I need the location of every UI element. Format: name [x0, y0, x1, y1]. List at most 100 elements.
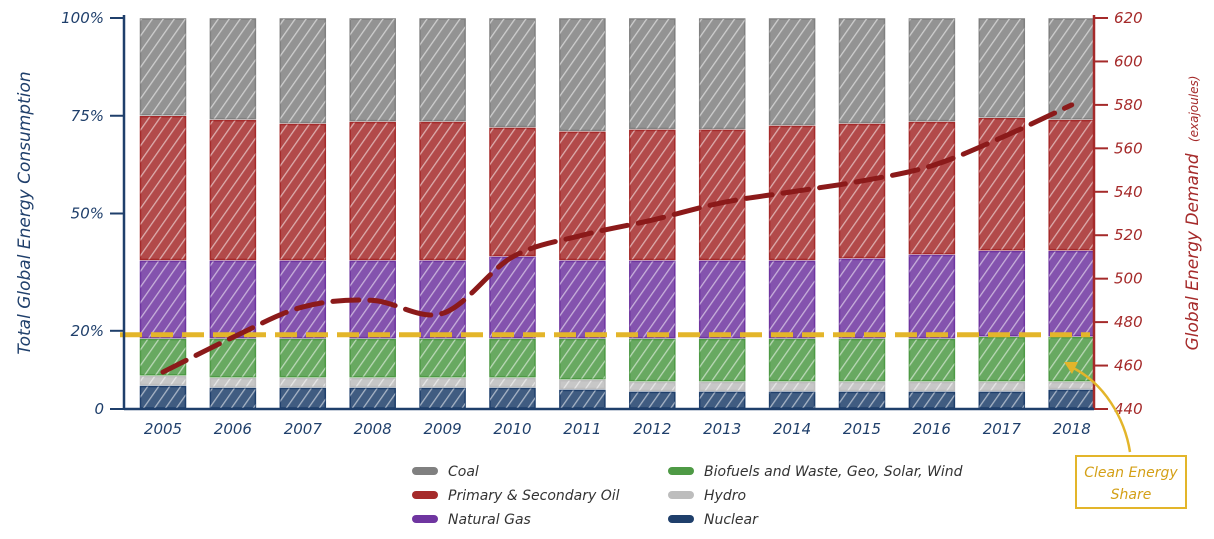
bar-stack-2011 — [559, 18, 606, 409]
bar-hatch-nuclear-2012 — [629, 392, 675, 408]
bar-hatch-coal-2017 — [979, 19, 1025, 117]
bar-hatch-natural-gas-2007 — [280, 261, 326, 338]
annotation-text-line1: Clean Energy — [1084, 465, 1178, 481]
annotation-arrow — [1068, 364, 1132, 453]
left-tick-label: 20% — [71, 322, 104, 340]
bar-hatch-hydro-2017 — [979, 382, 1025, 391]
x-tick-label: 2006 — [214, 420, 252, 438]
bar-stack-2010 — [489, 18, 536, 409]
bar-hatch-primary-secondary-oil-2007 — [280, 124, 326, 260]
right-tick-label: 620 — [1114, 9, 1143, 27]
bar-hatch-hydro-2016 — [909, 382, 955, 391]
bar-hatch-natural-gas-2005 — [140, 261, 186, 338]
legend-swatch — [412, 467, 438, 475]
bar-hatch-coal-2010 — [490, 19, 535, 127]
legend-label: Hydro — [704, 488, 746, 504]
legend: Coal Primary & Secondary Oil Natural Gas Bi… — [412, 464, 963, 528]
legend-label: Nuclear — [704, 512, 759, 528]
bar-hatch-biofuels-and-waste-geo-solar-wind-2017 — [979, 337, 1025, 381]
bar-hatch-natural-gas-2015 — [839, 259, 885, 338]
legend-swatch — [668, 491, 694, 499]
right-tick-label: 440 — [1114, 400, 1143, 418]
bar-hatch-coal-2012 — [629, 19, 675, 129]
x-tick-label: 2010 — [493, 420, 531, 438]
right-tick-label: 480 — [1114, 313, 1143, 331]
left-tick-label: 75% — [71, 107, 104, 125]
bar-hatch-coal-2008 — [350, 19, 396, 121]
bar-hatch-coal-2007 — [280, 19, 326, 123]
bar-hatch-coal-2011 — [559, 19, 605, 131]
bar-hatch-nuclear-2007 — [280, 388, 326, 408]
x-tick-label: 2012 — [633, 420, 671, 438]
bar-hatch-coal-2013 — [699, 19, 745, 129]
bar-stack-2006 — [209, 18, 257, 409]
bar-hatch-nuclear-2008 — [350, 388, 396, 408]
x-tick-label: 2008 — [354, 420, 392, 438]
left-tick-label: 50% — [71, 205, 104, 223]
bar-hatch-natural-gas-2010 — [490, 257, 535, 338]
right-tick-label: 540 — [1114, 183, 1143, 201]
bar-hatch-nuclear-2011 — [559, 390, 605, 408]
bars-group — [139, 18, 1095, 409]
bar-hatch-natural-gas-2009 — [420, 261, 466, 338]
bar-hatch-biofuels-and-waste-geo-solar-wind-2018 — [1049, 337, 1095, 381]
bar-hatch-primary-secondary-oil-2012 — [629, 130, 675, 260]
right-tick-label: 580 — [1114, 96, 1143, 114]
bar-hatch-nuclear-2018 — [1049, 390, 1095, 408]
bar-hatch-hydro-2011 — [559, 380, 605, 389]
bar-hatch-hydro-2012 — [629, 382, 675, 391]
x-tick-label: 2005 — [144, 420, 182, 438]
right-tick-label: 520 — [1114, 226, 1143, 244]
bar-hatch-biofuels-and-waste-geo-solar-wind-2010 — [490, 339, 535, 377]
bar-hatch-coal-2015 — [839, 19, 885, 123]
bar-hatch-natural-gas-2012 — [629, 261, 675, 338]
bar-hatch-hydro-2018 — [1049, 382, 1095, 389]
right-axis-title-unit: (exajoules) — [1187, 76, 1201, 142]
bar-hatch-biofuels-and-waste-geo-solar-wind-2011 — [559, 339, 605, 379]
bar-hatch-coal-2005 — [140, 19, 186, 115]
right-tick-label: 500 — [1114, 270, 1143, 288]
bar-hatch-hydro-2007 — [280, 378, 326, 387]
bar-hatch-biofuels-and-waste-geo-solar-wind-2009 — [420, 339, 466, 377]
legend-swatch — [412, 491, 438, 499]
bar-hatch-biofuels-and-waste-geo-solar-wind-2012 — [629, 339, 675, 381]
bar-hatch-coal-2006 — [210, 19, 256, 119]
annotation-arrowhead-icon — [1064, 362, 1078, 374]
bar-hatch-primary-secondary-oil-2017 — [979, 118, 1025, 250]
bar-hatch-hydro-2005 — [140, 376, 186, 385]
bar-hatch-nuclear-2006 — [210, 388, 256, 408]
bar-hatch-primary-secondary-oil-2010 — [490, 128, 535, 256]
bar-hatch-hydro-2008 — [350, 378, 396, 387]
legend-label: Coal — [448, 464, 479, 480]
bar-stack-2012 — [629, 18, 676, 409]
left-axis-title: Total Global Energy Consumption — [15, 71, 35, 354]
bar-hatch-natural-gas-2013 — [699, 261, 745, 338]
bar-stack-2017 — [978, 18, 1026, 409]
bar-hatch-biofuels-and-waste-geo-solar-wind-2007 — [280, 339, 326, 377]
bar-hatch-biofuels-and-waste-geo-solar-wind-2015 — [839, 339, 885, 381]
bar-hatch-primary-secondary-oil-2006 — [210, 120, 256, 260]
bar-hatch-hydro-2006 — [210, 378, 256, 387]
bar-stack-2009 — [419, 18, 466, 409]
right-axis-title-main: Global Energy Demand — [1183, 153, 1203, 350]
x-tick-label: 2013 — [703, 420, 741, 438]
bar-hatch-nuclear-2017 — [979, 392, 1025, 408]
bar-hatch-primary-secondary-oil-2008 — [350, 122, 396, 260]
bar-hatch-natural-gas-2014 — [769, 261, 815, 338]
bar-hatch-hydro-2010 — [490, 378, 535, 387]
left-axis-ticks: 0 20% 50% 75% 100% — [61, 9, 124, 418]
annotation-text-line2: Share — [1111, 487, 1152, 503]
right-tick-label: 460 — [1114, 357, 1143, 375]
bar-hatch-primary-secondary-oil-2009 — [420, 122, 466, 260]
x-tick-label: 2016 — [913, 420, 951, 438]
x-tick-label: 2014 — [773, 420, 811, 438]
bar-hatch-nuclear-2005 — [140, 386, 186, 408]
bar-hatch-primary-secondary-oil-2015 — [839, 124, 885, 258]
bar-hatch-primary-secondary-oil-2005 — [140, 116, 186, 260]
legend-label: Primary & Secondary Oil — [448, 488, 620, 504]
bar-hatch-hydro-2013 — [699, 382, 745, 391]
legend-swatch — [412, 515, 438, 523]
bar-hatch-natural-gas-2016 — [909, 255, 955, 338]
energy-demand-line — [160, 102, 1075, 375]
bar-stack-2016 — [908, 18, 956, 409]
